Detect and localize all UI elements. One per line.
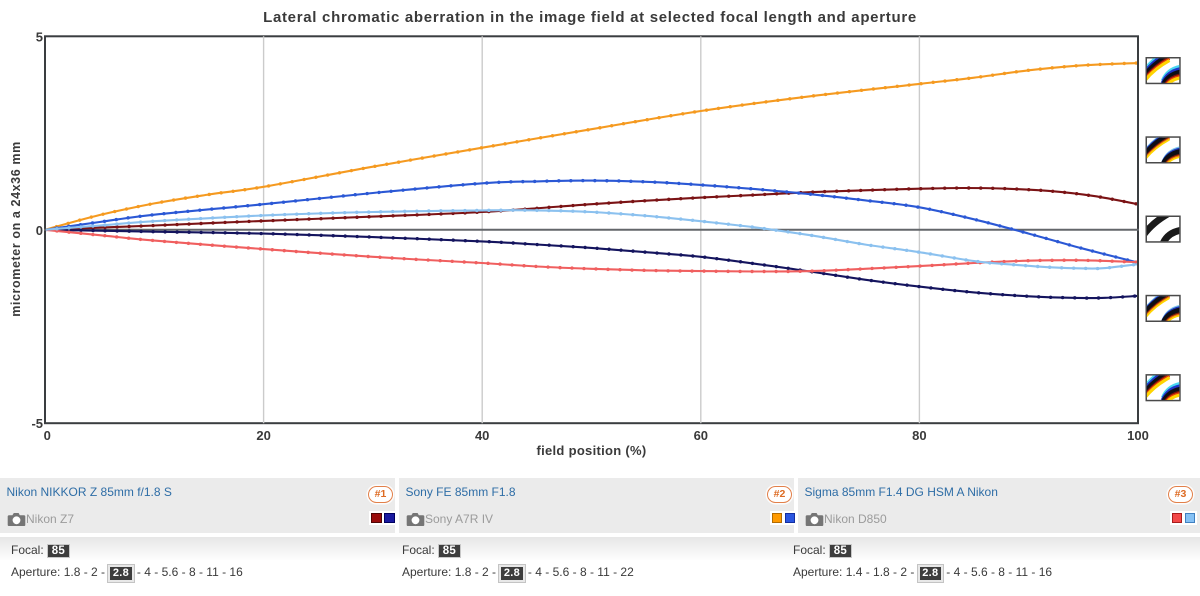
svg-text:5: 5 <box>36 30 43 45</box>
svg-text:0: 0 <box>44 428 51 443</box>
svg-text:20: 20 <box>256 428 270 443</box>
svg-text:0: 0 <box>36 223 43 238</box>
svg-text:80: 80 <box>912 428 926 443</box>
svg-text:-5: -5 <box>31 416 43 431</box>
svg-text:60: 60 <box>694 428 708 443</box>
svg-text:40: 40 <box>475 428 489 443</box>
svg-text:100: 100 <box>1127 428 1149 443</box>
